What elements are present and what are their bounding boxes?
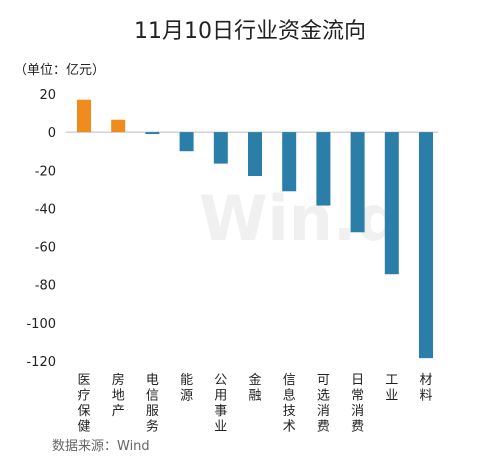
y-tick-label: -60 <box>35 241 56 256</box>
bar <box>111 119 126 133</box>
x-category-label: 公用事业 <box>214 373 227 435</box>
bar <box>350 132 365 233</box>
bar <box>419 132 433 359</box>
y-tick-label: -120 <box>26 355 56 370</box>
bar <box>145 132 160 135</box>
x-category-label: 电信服务 <box>146 373 159 435</box>
watermark: Win.d <box>199 182 401 255</box>
x-category-label: 信息技术 <box>283 373 296 435</box>
bar <box>213 132 228 164</box>
bars <box>77 99 433 359</box>
x-category-label: 材料 <box>419 373 432 404</box>
y-tick-label: -80 <box>35 279 56 294</box>
unit-label: （单位：亿元） <box>14 63 105 78</box>
x-category-label: 日常消费 <box>351 373 364 435</box>
bar <box>384 132 399 275</box>
x-category-label: 医疗保健 <box>77 373 90 435</box>
y-tick-label: -20 <box>35 164 56 179</box>
x-category-label: 金融 <box>248 372 261 404</box>
source-note: 数据来源：Wind <box>52 439 150 454</box>
y-tick-label: 0 <box>48 126 56 141</box>
bar <box>282 132 297 192</box>
x-category-label: 房地产 <box>112 372 125 419</box>
y-tick-label: 20 <box>39 88 56 103</box>
y-tick-label: -40 <box>35 202 56 217</box>
x-category-label: 可选消费 <box>317 373 330 435</box>
y-tick-label: -100 <box>26 317 56 332</box>
bar <box>248 132 262 177</box>
x-category-label: 工业 <box>385 373 398 404</box>
x-category-label: 能源 <box>180 373 193 404</box>
bar <box>316 132 331 206</box>
bar <box>77 99 91 133</box>
chart-title: 11月10日行业资金流向 <box>134 19 366 44</box>
bar <box>179 132 194 152</box>
